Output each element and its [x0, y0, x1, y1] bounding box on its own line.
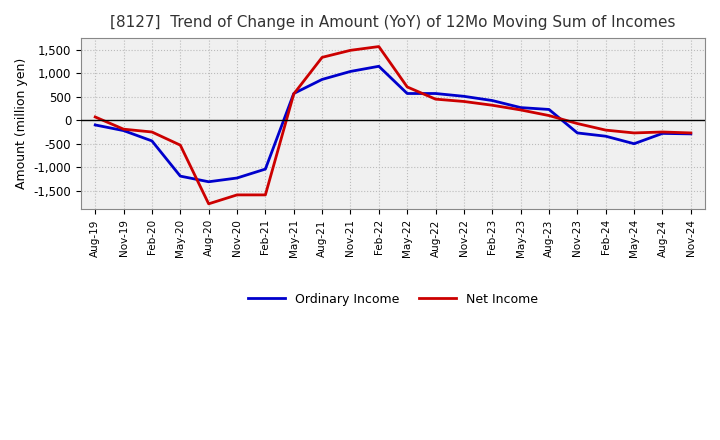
Net Income — [488, 103, 497, 108]
Net Income — [459, 99, 468, 104]
Ordinary Income — [573, 130, 582, 136]
Net Income — [91, 114, 99, 120]
Net Income — [431, 96, 440, 102]
Net Income — [318, 55, 326, 60]
Ordinary Income — [318, 77, 326, 82]
Ordinary Income — [233, 176, 241, 181]
Ordinary Income — [516, 105, 525, 110]
Title: [8127]  Trend of Change in Amount (YoY) of 12Mo Moving Sum of Incomes: [8127] Trend of Change in Amount (YoY) o… — [110, 15, 676, 30]
Net Income — [176, 143, 184, 148]
Ordinary Income — [403, 91, 412, 96]
Ordinary Income — [686, 131, 695, 136]
Net Income — [630, 130, 639, 136]
Ordinary Income — [488, 98, 497, 103]
Ordinary Income — [120, 128, 128, 133]
Net Income — [658, 129, 667, 135]
Ordinary Income — [346, 69, 355, 74]
Net Income — [573, 121, 582, 126]
Ordinary Income — [459, 94, 468, 99]
Ordinary Income — [261, 166, 270, 172]
Net Income — [545, 113, 554, 118]
Ordinary Income — [176, 173, 184, 179]
Net Income — [516, 107, 525, 113]
Net Income — [374, 44, 383, 49]
Net Income — [601, 128, 610, 133]
Ordinary Income — [545, 107, 554, 112]
Ordinary Income — [91, 122, 99, 128]
Ordinary Income — [630, 141, 639, 147]
Net Income — [289, 92, 298, 97]
Net Income — [261, 192, 270, 198]
Legend: Ordinary Income, Net Income: Ordinary Income, Net Income — [243, 288, 543, 311]
Net Income — [120, 127, 128, 132]
Ordinary Income — [374, 64, 383, 69]
Ordinary Income — [601, 134, 610, 139]
Ordinary Income — [431, 91, 440, 96]
Net Income — [686, 130, 695, 136]
Ordinary Income — [289, 91, 298, 96]
Net Income — [403, 84, 412, 90]
Net Income — [346, 48, 355, 53]
Line: Net Income: Net Income — [95, 47, 690, 204]
Y-axis label: Amount (million yen): Amount (million yen) — [15, 58, 28, 189]
Net Income — [204, 201, 213, 206]
Ordinary Income — [204, 179, 213, 184]
Net Income — [233, 192, 241, 198]
Ordinary Income — [148, 138, 156, 143]
Line: Ordinary Income: Ordinary Income — [95, 66, 690, 182]
Ordinary Income — [658, 131, 667, 136]
Net Income — [148, 129, 156, 135]
